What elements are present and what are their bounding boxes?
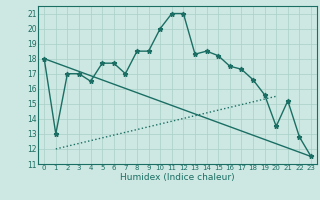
X-axis label: Humidex (Indice chaleur): Humidex (Indice chaleur) xyxy=(120,173,235,182)
